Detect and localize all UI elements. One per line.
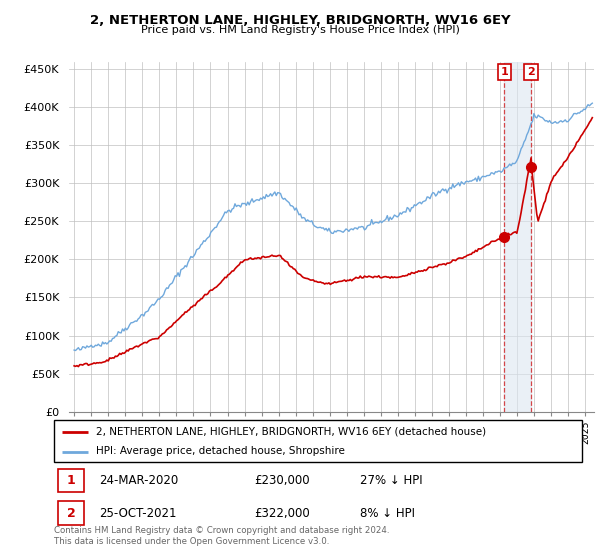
Text: 1: 1 [67, 474, 75, 487]
Bar [58, 469, 83, 492]
Text: 2: 2 [67, 506, 75, 520]
Text: 2, NETHERTON LANE, HIGHLEY, BRIDGNORTH, WV16 6EY: 2, NETHERTON LANE, HIGHLEY, BRIDGNORTH, … [89, 14, 511, 27]
Text: £322,000: £322,000 [254, 506, 310, 520]
Text: Price paid vs. HM Land Registry's House Price Index (HPI): Price paid vs. HM Land Registry's House … [140, 25, 460, 35]
Text: 1: 1 [500, 67, 508, 77]
Text: 27% ↓ HPI: 27% ↓ HPI [360, 474, 423, 487]
Text: £230,000: £230,000 [254, 474, 310, 487]
Text: 8% ↓ HPI: 8% ↓ HPI [360, 506, 415, 520]
Text: Contains HM Land Registry data © Crown copyright and database right 2024.
This d: Contains HM Land Registry data © Crown c… [54, 526, 389, 546]
Text: 25-OCT-2021: 25-OCT-2021 [99, 506, 176, 520]
Text: 2: 2 [527, 67, 535, 77]
Text: 2, NETHERTON LANE, HIGHLEY, BRIDGNORTH, WV16 6EY (detached house): 2, NETHERTON LANE, HIGHLEY, BRIDGNORTH, … [96, 427, 487, 437]
Text: 24-MAR-2020: 24-MAR-2020 [99, 474, 178, 487]
Text: HPI: Average price, detached house, Shropshire: HPI: Average price, detached house, Shro… [96, 446, 345, 456]
Bar [504, 62, 531, 412]
Bar [58, 501, 83, 525]
